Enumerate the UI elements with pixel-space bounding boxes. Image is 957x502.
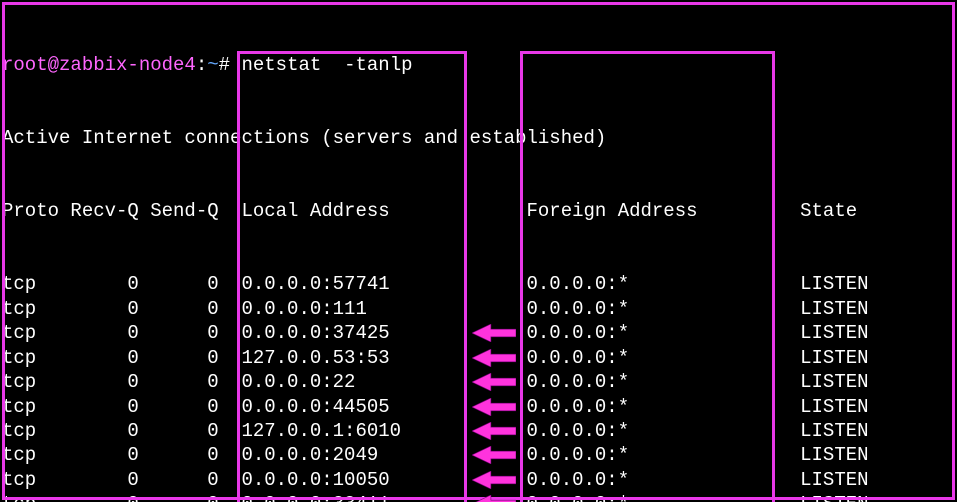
- table-row: tcp 0 0 0.0.0.0:57741 0.0.0.0:* LISTEN: [2, 272, 955, 296]
- prompt-line: root@zabbix-node4:~# netstat -tanlp: [2, 53, 955, 77]
- column-headers: Proto Recv-Q Send-Q Local Address Foreig…: [2, 199, 955, 223]
- prompt-sep: :: [196, 54, 207, 76]
- table-row: tcp 0 0 127.0.0.1:6010 0.0.0.0:* LISTEN: [2, 419, 955, 443]
- table-row: tcp 0 0 0.0.0.0:10050 0.0.0.0:* LISTEN: [2, 468, 955, 492]
- connections-header: Active Internet connections (servers and…: [2, 126, 955, 150]
- prompt-user-host: root@zabbix-node4: [2, 54, 196, 76]
- table-row: tcp 0 0 0.0.0.0:33411 0.0.0.0:* LISTEN: [2, 492, 955, 502]
- prompt-hash: #: [219, 54, 230, 76]
- command-text[interactable]: netstat -tanlp: [241, 54, 412, 76]
- table-row: tcp 0 0 0.0.0.0:2049 0.0.0.0:* LISTEN: [2, 443, 955, 467]
- table-row: tcp 0 0 0.0.0.0:37425 0.0.0.0:* LISTEN: [2, 321, 955, 345]
- table-row: tcp 0 0 0.0.0.0:111 0.0.0.0:* LISTEN: [2, 297, 955, 321]
- terminal: root@zabbix-node4:~# netstat -tanlp Acti…: [0, 0, 957, 502]
- table-row: tcp 0 0 127.0.0.53:53 0.0.0.0:* LISTEN: [2, 346, 955, 370]
- table-row: tcp 0 0 0.0.0.0:22 0.0.0.0:* LISTEN: [2, 370, 955, 394]
- prompt-path: ~: [207, 54, 218, 76]
- netstat-rows: tcp 0 0 0.0.0.0:57741 0.0.0.0:* LISTENtc…: [2, 272, 955, 502]
- table-row: tcp 0 0 0.0.0.0:44505 0.0.0.0:* LISTEN: [2, 395, 955, 419]
